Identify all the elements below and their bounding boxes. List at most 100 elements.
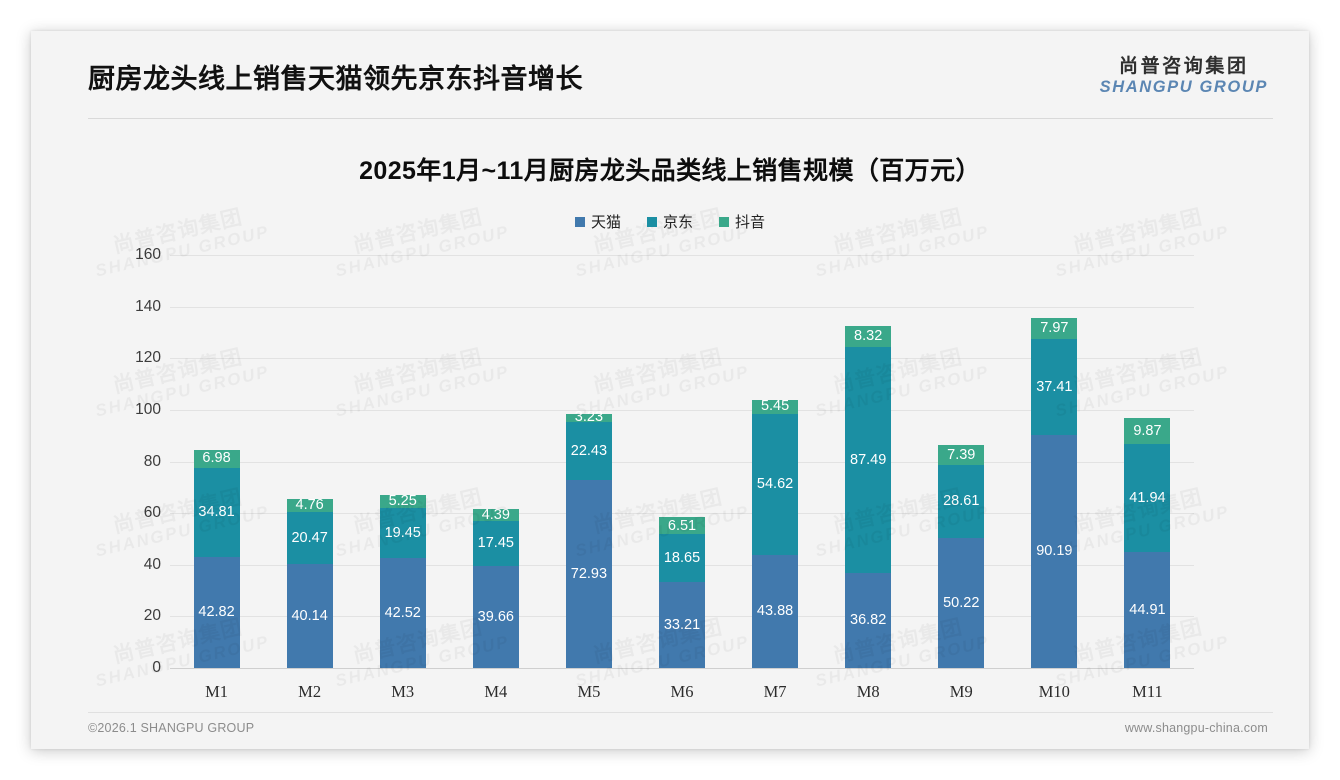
x-axis-tick-label: M4 [484,682,508,701]
bar-value-label: 18.65 [663,549,701,566]
bar-value-label: 42.52 [384,604,421,621]
bar-segment-京东[interactable]: 17.45 [472,520,519,566]
bar-segment-抖音[interactable]: 7.39 [938,445,985,465]
bar-value-label: 40.14 [291,607,328,624]
bar-segment-京东[interactable]: 87.49 [845,347,892,573]
brand-logo: 尚普咨询集团 SHANGPU GROUP [1100,56,1268,96]
bar-value-label: 4.39 [481,506,510,523]
bar-segment-京东[interactable]: 54.62 [752,413,799,555]
x-axis-tick-label: M3 [391,682,415,701]
x-axis-tick-label: M2 [298,682,322,701]
bar-value-label: 43.88 [756,603,794,620]
gridline [170,306,1194,308]
bar-value-label: 5.25 [388,493,417,510]
bar-segment-京东[interactable]: 22.43 [565,421,612,480]
bar-value-label: 72.93 [570,565,608,582]
y-axis-tick-label: 0 [152,659,161,676]
bar-segment-京东[interactable]: 19.45 [379,508,426,559]
bar-segment-天猫[interactable]: 40.14 [286,564,333,668]
bar-value-label: 6.98 [202,450,231,467]
bar-stack-M10[interactable]: 7.97 37.41 90.19 [1031,318,1078,668]
bar-segment-京东[interactable]: 37.41 [1031,338,1078,436]
bar-segment-京东[interactable]: 28.61 [938,464,985,539]
bar-segment-天猫[interactable]: 50.22 [938,538,985,668]
y-axis-tick-label: 120 [135,349,161,367]
gridline [170,255,1194,256]
y-axis-tick-label: 100 [135,400,161,418]
bar-value-label: 87.49 [850,451,887,468]
bar-value-label: 9.87 [1133,422,1162,439]
y-axis-tick-label: 160 [135,246,161,263]
bar-segment-天猫[interactable]: 42.82 [193,557,240,668]
x-axis-tick-label: M1 [205,682,228,701]
footer-website: www.shangpu-china.com [1124,721,1268,735]
gridline [170,461,1194,463]
bar-stack-M4[interactable]: 4.39 17.45 39.66 [472,506,519,668]
bar-stack-M7[interactable]: 5.45 54.62 43.88 [752,399,799,668]
x-axis-tick-label: M6 [670,682,694,701]
footer-divider [88,712,1273,713]
bar-value-label: 22.43 [570,442,608,459]
bar-segment-京东[interactable]: 20.47 [286,511,333,565]
y-axis-tick-label: 40 [143,555,161,573]
bar-stack-M6[interactable]: 6.51 18.65 33.21 [659,517,705,668]
legend-swatch-icon [719,216,729,227]
bar-value-label: 34.81 [198,504,235,521]
bar-stack-M3[interactable]: 5.25 19.45 42.52 [379,493,426,668]
bar-value-label: 33.21 [663,616,701,633]
legend-swatch-icon [574,216,585,227]
bar-segment-抖音[interactable]: 8.32 [845,325,892,348]
bar-segment-抖音[interactable]: 7.97 [1031,318,1078,339]
bar-segment-天猫[interactable]: 43.88 [752,554,799,668]
bar-stack-M8[interactable]: 8.32 87.49 36.82 [845,325,892,668]
bar-stack-M1[interactable]: 6.98 34.81 42.82 [193,449,240,668]
bar-segment-京东[interactable]: 18.65 [659,534,705,583]
bar-segment-抖音[interactable]: 6.98 [193,449,240,468]
legend-item-天猫[interactable]: 天猫 [574,211,621,232]
legend-item-抖音[interactable]: 抖音 [719,211,765,232]
chart-title: 2025年1月~11月厨房龙头品类线上销售规模（百万元） [359,157,981,185]
x-axis-tick-label: M7 [763,682,787,701]
legend-item-京东[interactable]: 京东 [646,211,693,232]
bar-value-label: 8.32 [854,328,883,345]
footer-copyright: ©2026.1 SHANGPU GROUP [88,721,255,735]
bar-segment-抖音[interactable]: 3.23 [565,410,612,424]
bar-stack-M2[interactable]: 4.76 20.47 40.14 [286,497,333,668]
bar-value-label: 7.39 [947,446,976,463]
bar-segment-京东[interactable]: 34.81 [193,467,240,558]
bar-segment-天猫[interactable]: 90.19 [1031,435,1078,668]
bar-segment-抖音[interactable]: 9.87 [1124,418,1171,444]
gridline [170,513,1194,515]
bar-segment-抖音[interactable]: 5.25 [379,493,426,510]
chart-legend: 天猫 京东 抖音 [31,211,1309,232]
bar-stack-M5[interactable]: 3.23 22.43 72.93 [565,410,612,668]
bar-value-label: 42.82 [198,604,235,621]
x-axis-tick-label: M5 [577,682,601,701]
bar-segment-抖音[interactable]: 5.45 [752,399,799,414]
bar-segment-天猫[interactable]: 72.93 [565,479,612,668]
gridline [170,668,1194,669]
bar-segment-天猫[interactable]: 36.82 [845,572,892,668]
bar-segment-抖音[interactable]: 4.39 [472,506,519,523]
bar-value-label: 39.66 [477,608,514,625]
bar-stack-M9[interactable]: 7.39 28.61 50.22 [938,445,985,668]
bar-value-label: 37.41 [1036,378,1073,395]
bar-segment-天猫[interactable]: 33.21 [659,582,705,668]
bar-segment-天猫[interactable]: 44.91 [1124,552,1171,668]
header-divider [88,118,1273,119]
bar-segment-抖音[interactable]: 6.51 [659,517,705,535]
bar-value-label: 36.82 [850,612,887,629]
bar-segment-天猫[interactable]: 39.66 [472,565,519,668]
bar-segment-京东[interactable]: 41.94 [1124,443,1171,553]
bar-segment-天猫[interactable]: 42.52 [379,558,426,668]
bar-value-label: 4.76 [295,497,324,514]
x-axis-tick-label: M10 [1038,682,1070,701]
y-axis-tick-label: 20 [143,607,161,625]
bar-stack-M11[interactable]: 9.87 41.94 44.91 [1124,418,1171,668]
legend-label: 京东 [662,214,693,231]
bar-value-label: 20.47 [291,529,328,546]
page-title: 厨房龙头线上销售天猫领先京东抖音增长 [88,64,583,94]
bar-value-label: 17.45 [477,534,514,551]
bar-segment-抖音[interactable]: 4.76 [286,497,333,514]
